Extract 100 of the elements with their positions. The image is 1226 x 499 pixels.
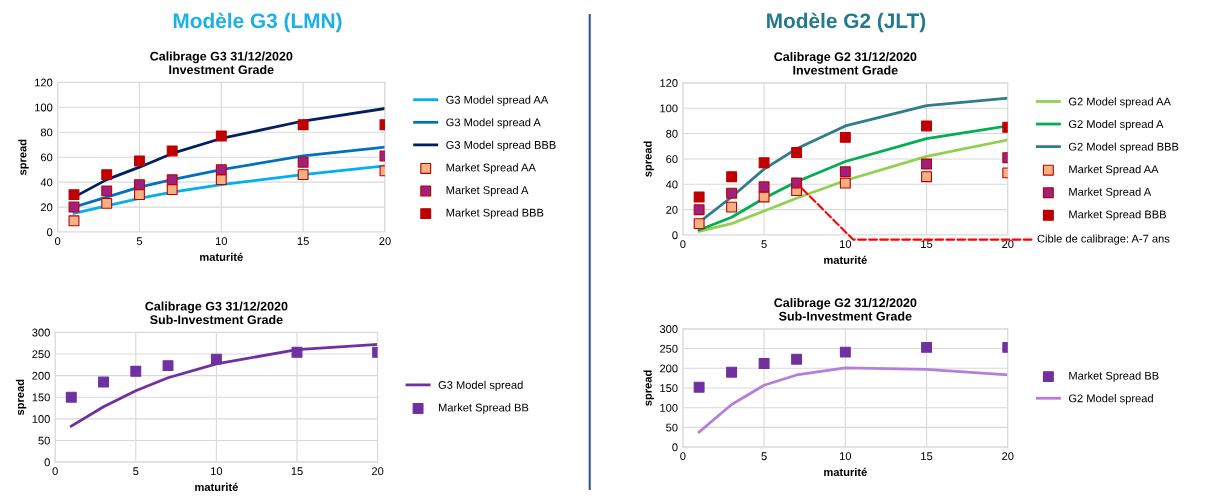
point xyxy=(215,164,227,176)
point xyxy=(101,197,113,209)
point xyxy=(726,187,738,199)
point xyxy=(297,156,309,168)
y-tick-label: 80 xyxy=(40,128,53,137)
point xyxy=(726,366,738,378)
point xyxy=(758,181,770,193)
y-tick-label: 40 xyxy=(665,180,678,189)
point xyxy=(68,189,80,201)
point xyxy=(297,169,309,181)
x-axis-title: maturité xyxy=(824,467,867,477)
legend-label: G2 Model spread xyxy=(1068,394,1153,405)
y-tick-label: 300 xyxy=(659,325,678,333)
x-tick-label: 5 xyxy=(761,452,767,461)
point xyxy=(98,376,110,388)
line-series xyxy=(69,343,378,428)
chart-title: Calibrage G2 31/12/2020 xyxy=(774,51,917,64)
chart-title: Calibrage G3 31/12/2020 xyxy=(145,301,288,314)
legend-label: Market Spread A xyxy=(1069,187,1152,198)
point xyxy=(297,119,309,131)
x-tick-label: 5 xyxy=(133,467,139,476)
point xyxy=(921,341,933,353)
chart-title: Calibrage G2 31/12/2020 xyxy=(774,297,917,310)
y-tick-label: 150 xyxy=(32,393,50,402)
y-tick-label: 50 xyxy=(38,436,50,445)
point xyxy=(215,130,227,142)
point xyxy=(133,189,145,201)
y-tick-label: 0 xyxy=(672,443,678,452)
x-axis-title: maturité xyxy=(824,255,867,264)
annotation: Cible de calibrage: A-7 ans xyxy=(1037,234,1170,245)
point xyxy=(839,166,851,178)
y-tick-label: 100 xyxy=(660,403,678,412)
y-tick-label: 200 xyxy=(660,364,678,373)
x-tick-label: 10 xyxy=(840,452,852,461)
y-tick-label: 60 xyxy=(666,155,678,164)
y-tick-label: 40 xyxy=(40,178,53,187)
point xyxy=(215,174,227,186)
x-tick-label: 20 xyxy=(1002,452,1014,461)
y-tick-label: 80 xyxy=(666,129,678,138)
point xyxy=(166,174,178,186)
y-tick-label: 300 xyxy=(32,328,50,337)
point xyxy=(65,391,77,403)
y-tick-label: 200 xyxy=(32,371,50,380)
y-tick-label: 100 xyxy=(32,415,50,423)
point xyxy=(758,358,770,369)
x-tick-label: 5 xyxy=(761,240,767,249)
x-axis-title: maturité xyxy=(200,252,243,261)
legend-label: G3 Model spread xyxy=(438,380,523,392)
point xyxy=(210,353,222,365)
point xyxy=(693,191,705,203)
x-tick-label: 5 xyxy=(136,237,143,246)
point xyxy=(839,131,851,143)
chart-title: Calibrage G3 31/12/2020 xyxy=(150,51,293,64)
point xyxy=(791,147,803,159)
legend-label: Market Spread BB xyxy=(438,403,529,414)
x-tick-label: 0 xyxy=(680,452,686,461)
y-tick-label: 250 xyxy=(660,344,678,353)
y-tick-label: 100 xyxy=(660,104,678,113)
x-tick-label: 20 xyxy=(1002,240,1014,249)
point xyxy=(68,201,80,213)
x-tick-label: 20 xyxy=(371,467,384,476)
point xyxy=(726,201,738,213)
text: Modèle G2 (JLT) xyxy=(767,12,926,33)
chart-subtitle: Sub-Investment Grade xyxy=(779,311,912,321)
point xyxy=(693,218,705,230)
line-series xyxy=(697,366,1008,434)
y-tick-label: 0 xyxy=(44,458,50,467)
y-axis-title: spread xyxy=(643,370,654,406)
point xyxy=(133,179,145,191)
legend-label: Market Spread BB xyxy=(1069,371,1159,382)
point xyxy=(839,346,851,358)
point xyxy=(758,191,770,203)
point xyxy=(693,204,705,216)
x-tick-label: 20 xyxy=(379,237,391,246)
y-axis-title: spread xyxy=(18,139,29,176)
point xyxy=(921,171,933,183)
chart-subtitle: Investment Grade xyxy=(793,65,898,75)
legend-label: G2 Model spread A xyxy=(1068,119,1164,131)
point xyxy=(133,155,145,167)
point xyxy=(162,360,174,372)
x-tick-label: 10 xyxy=(840,240,852,249)
x-tick-label: 10 xyxy=(211,467,223,476)
point xyxy=(101,185,113,197)
legend-label: Market Spread AA xyxy=(446,163,536,174)
point xyxy=(291,346,303,358)
y-tick-label: 250 xyxy=(32,350,50,359)
y-tick-label: 120 xyxy=(660,79,678,87)
x-tick-label: 15 xyxy=(297,237,309,246)
legend-label: G3 Model spread BBB xyxy=(446,140,556,152)
x-tick-label: 15 xyxy=(921,452,933,461)
point xyxy=(68,215,80,227)
point xyxy=(130,365,142,377)
y-tick-label: 50 xyxy=(666,423,678,432)
x-tick-label: 15 xyxy=(291,467,303,476)
legend-label: Market Spread BBB xyxy=(1069,210,1166,221)
point xyxy=(166,184,178,196)
y-tick-label: 150 xyxy=(660,384,678,393)
point xyxy=(693,381,705,393)
legend-label: Market Spread A xyxy=(446,185,529,197)
text: Modèle G3 (LMN) xyxy=(173,12,342,33)
